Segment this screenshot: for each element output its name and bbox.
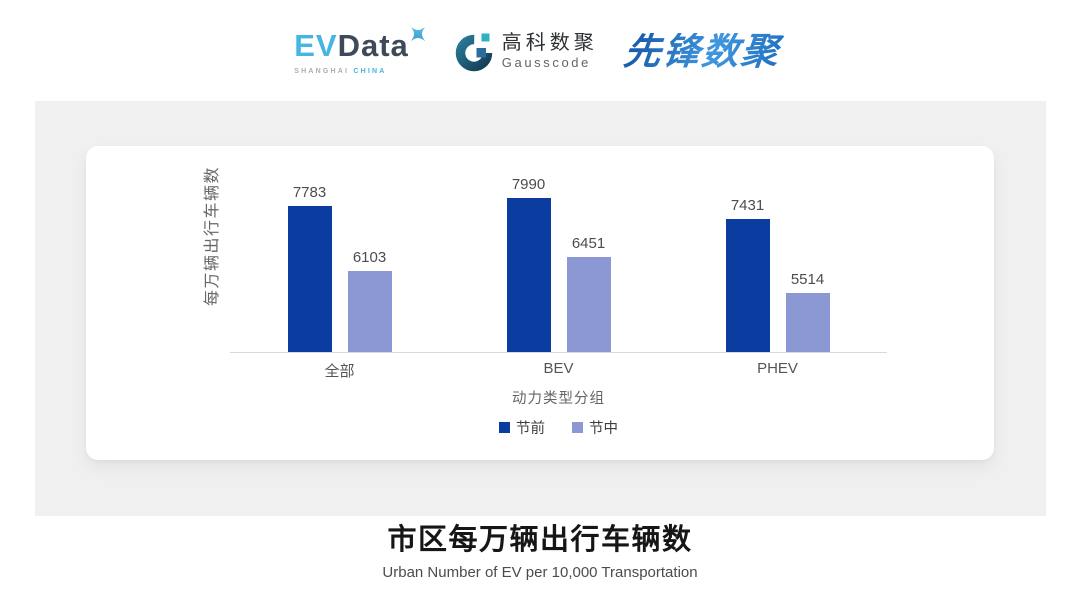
bar: 7990 (506, 176, 551, 352)
gausscode-name-en: Gausscode (501, 55, 591, 70)
evdata-subtext-china: CHINA (353, 68, 387, 75)
gausscode-wordmark: 高科数聚 Gausscode (502, 32, 598, 70)
x-axis-line (230, 352, 887, 353)
sparkle-star-icon (410, 26, 425, 42)
bar-rect (347, 271, 392, 352)
caption-title: 市区每万辆出行车辆数 (387, 524, 693, 556)
bar-value-label: 6451 (571, 235, 606, 252)
bar-value-label: 6103 (352, 249, 387, 266)
category-label: BEV (543, 360, 574, 377)
bar-rect (785, 293, 830, 352)
evdata-text-ev: EV (294, 28, 338, 63)
bar-value-label: 5514 (790, 271, 825, 288)
plot-area: 7783 6103 7990 6451 7431 5514 (230, 174, 887, 352)
bar-rect (506, 198, 551, 352)
legend-swatch (499, 422, 510, 433)
gausscode-logo: 高科数聚 Gausscode (455, 29, 598, 73)
bar: 6103 (347, 249, 392, 352)
pioneer-data-logo: 先锋数聚 (622, 31, 788, 72)
evdata-subtext: SHANGHAI CHINA (294, 68, 386, 75)
x-axis-label: 动力类型分组 (512, 391, 605, 407)
bar-rect (566, 257, 611, 352)
legend-item: 节中 (572, 417, 618, 438)
bar: 6451 (566, 235, 611, 352)
evdata-logo: EV Data SHANGHAI CHINA (294, 26, 429, 75)
chart-card: 每万辆出行车辆数 7783 6103 7990 6451 7431 5514 全部 BEV P… (86, 146, 994, 460)
caption: 市区每万辆出行车辆数 Urban Number of EV per 10,000… (0, 522, 1080, 582)
y-axis-label: 每万辆出行车辆数 (204, 165, 221, 307)
logo-bar: EV Data SHANGHAI CHINA (0, 20, 1080, 82)
legend-item: 节前 (499, 417, 545, 438)
bar-group: 7431 5514 (668, 174, 887, 352)
category-label: PHEV (757, 360, 798, 377)
bar-value-label: 7783 (292, 184, 327, 201)
bar-value-label: 7990 (511, 176, 546, 193)
category-labels: 全部 BEV PHEV (230, 360, 887, 381)
legend-label: 节中 (589, 421, 618, 437)
caption-subtitle: Urban Number of EV per 10,000 Transporta… (382, 564, 698, 581)
gausscode-name-cn: 高科数聚 (501, 32, 598, 54)
bar: 7431 (725, 197, 770, 352)
bar: 7783 (287, 184, 332, 352)
evdata-text-data: Data (337, 28, 409, 63)
legend-label: 节前 (516, 421, 545, 437)
chart-legend: 节前 节中 (230, 417, 887, 438)
bar-value-label: 7431 (730, 197, 765, 214)
evdata-wordmark: EV Data (294, 26, 429, 65)
chart-panel: 每万辆出行车辆数 7783 6103 7990 6451 7431 5514 全部 BEV P… (35, 101, 1046, 516)
bar-rect (287, 206, 332, 352)
bar-rect (725, 219, 770, 352)
category-label: 全部 (324, 363, 355, 380)
bar-group: 7783 6103 (230, 174, 449, 352)
bar: 5514 (785, 271, 830, 352)
gausscode-g-icon (455, 33, 493, 72)
evdata-subtext-shanghai: SHANGHAI (294, 68, 350, 75)
bar-group: 7990 6451 (449, 174, 668, 352)
legend-swatch (572, 422, 583, 433)
